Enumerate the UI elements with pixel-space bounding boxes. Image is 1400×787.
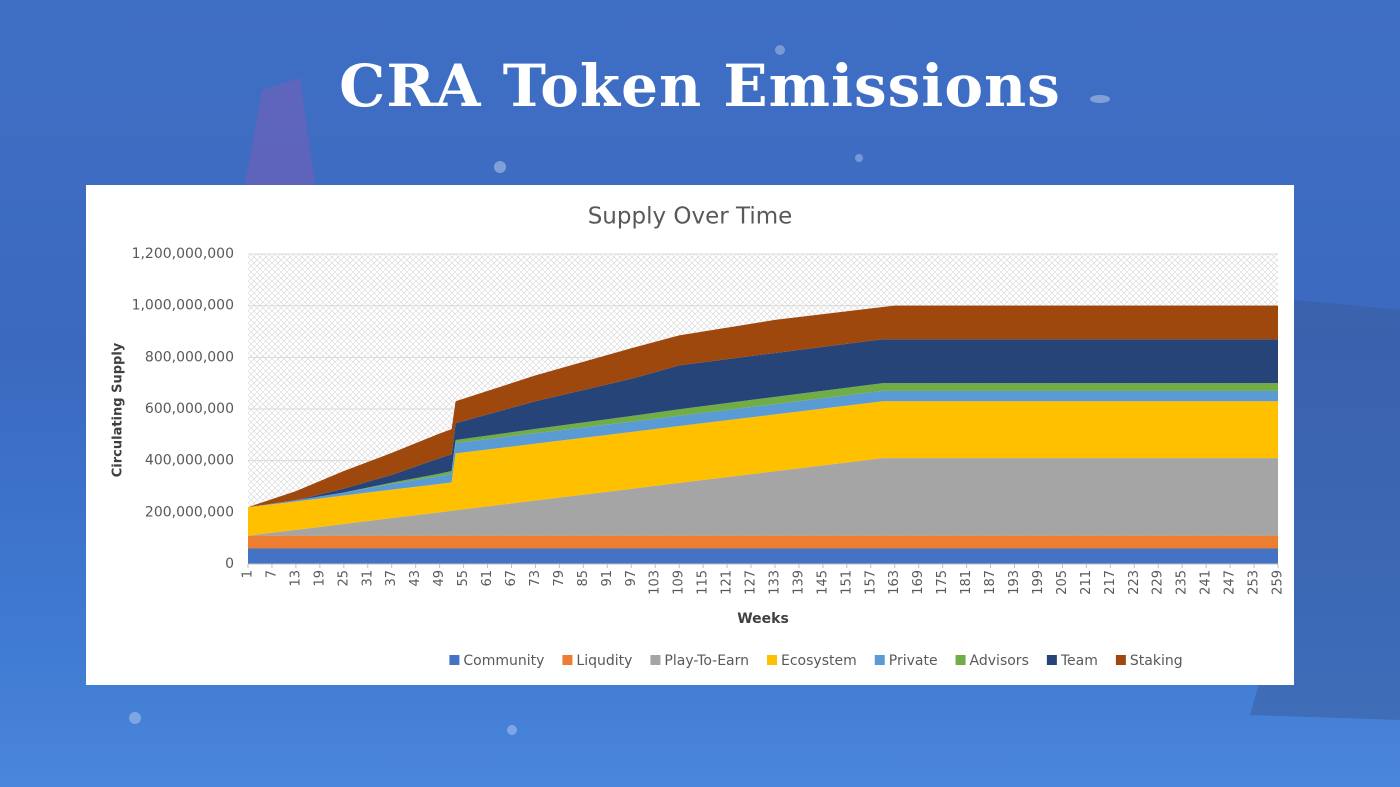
x-tick-label: 109 xyxy=(672,570,687,595)
x-tick-label: 199 xyxy=(1031,570,1046,595)
legend-swatch xyxy=(562,655,573,665)
legend-swatch xyxy=(1115,655,1126,665)
legend-label: Play-To-Earn xyxy=(664,653,749,669)
x-tick-label: 145 xyxy=(815,570,830,595)
x-tick-label: 115 xyxy=(696,570,711,595)
x-tick-label: 61 xyxy=(480,570,495,587)
x-tick-label: 19 xyxy=(312,570,327,587)
area xyxy=(248,401,1278,536)
x-tick-label: 211 xyxy=(1079,570,1094,595)
x-tick-label: 235 xyxy=(1175,570,1190,595)
legend-swatch xyxy=(955,655,966,665)
x-tick-label: 217 xyxy=(1103,570,1118,595)
x-tick-label: 31 xyxy=(360,570,375,587)
x-tick-label: 229 xyxy=(1151,570,1166,595)
x-tick-label: 181 xyxy=(959,570,974,595)
x-tick-label: 79 xyxy=(552,570,567,587)
x-tick-label: 223 xyxy=(1127,570,1142,595)
x-tick-label: 193 xyxy=(1007,570,1022,595)
y-tick-label: 0 xyxy=(225,556,234,572)
y-tick-label: 600,000,000 xyxy=(145,401,234,417)
x-tick-label: 73 xyxy=(528,570,543,587)
y-tick-label: 800,000,000 xyxy=(145,349,234,365)
legend-swatch xyxy=(449,655,460,665)
x-tick-label: 139 xyxy=(791,570,806,595)
legend-label: Ecosystem xyxy=(781,653,857,669)
x-tick-label: 67 xyxy=(504,570,519,587)
x-tick-label: 25 xyxy=(336,570,351,587)
area xyxy=(248,458,1278,536)
legend-label: Liqudity xyxy=(576,653,632,669)
legend-label: Staking xyxy=(1130,653,1183,669)
y-axis-label: Circulating Supply xyxy=(111,342,126,477)
area xyxy=(248,305,1278,508)
y-tick-label: 1,200,000,000 xyxy=(132,246,234,262)
legend-swatch xyxy=(767,655,778,665)
area xyxy=(248,390,1278,508)
legend-swatch xyxy=(650,655,661,665)
legend-swatch xyxy=(1046,655,1057,665)
legend-label: Private xyxy=(889,653,938,669)
x-tick-label: 241 xyxy=(1199,570,1214,595)
area xyxy=(248,548,1278,564)
x-tick-label: 175 xyxy=(935,570,950,595)
legend: Community Liqudity Play-To-Earn Ecosystem Pr… xyxy=(449,653,1183,669)
x-tick-label: 55 xyxy=(456,570,471,587)
legend-label: Advisors xyxy=(970,653,1029,669)
x-tick-label: 49 xyxy=(432,570,447,587)
x-tick-label: 13 xyxy=(288,570,303,587)
y-tick-label: 200,000,000 xyxy=(145,504,234,520)
x-tick-label: 259 xyxy=(1271,570,1286,595)
x-tick-label: 157 xyxy=(863,570,878,595)
legend-swatch xyxy=(874,655,885,665)
x-tick-label: 187 xyxy=(983,570,998,595)
x-tick-label: 253 xyxy=(1247,570,1262,595)
x-tick-label: 91 xyxy=(600,570,615,587)
x-tick-label: 151 xyxy=(839,570,854,595)
slide-title: CRA Token Emissions xyxy=(339,52,1061,120)
x-tick-label: 247 xyxy=(1223,570,1238,595)
x-tick-label: 97 xyxy=(624,570,639,587)
x-tick-label: 103 xyxy=(648,570,663,595)
x-tick-label: 205 xyxy=(1055,570,1070,595)
chart: Supply Over Time Circulating Supply Week… xyxy=(86,185,1294,685)
x-axis-label: Weeks xyxy=(737,611,789,627)
x-tick-label: 121 xyxy=(720,570,735,595)
legend-label: Community xyxy=(463,653,544,669)
area xyxy=(248,339,1278,508)
x-tick-label: 133 xyxy=(767,570,782,595)
y-tick-label: 1,000,000,000 xyxy=(132,298,234,314)
x-tick-label: 43 xyxy=(408,570,423,587)
area xyxy=(248,535,1278,549)
x-tick-label: 169 xyxy=(911,570,926,595)
x-tick-label: 127 xyxy=(744,570,759,595)
legend-label: Team xyxy=(1060,653,1098,669)
x-tick-label: 1 xyxy=(241,570,256,578)
y-tick-label: 400,000,000 xyxy=(145,453,234,469)
x-tick-label: 85 xyxy=(576,570,591,587)
x-tick-label: 7 xyxy=(264,570,279,578)
x-tick-label: 37 xyxy=(384,570,399,587)
chart-title: Supply Over Time xyxy=(588,204,793,230)
x-tick-label: 163 xyxy=(887,570,902,595)
